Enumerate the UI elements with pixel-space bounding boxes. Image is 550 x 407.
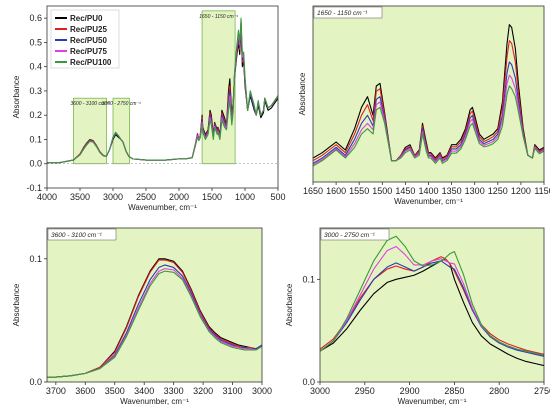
series-line-rec-pu100 <box>47 17 278 164</box>
y-tick-label: 0.1 <box>29 134 42 144</box>
series-line-rec-pu25 <box>313 40 544 162</box>
x-tick-label: 1000 <box>235 192 255 202</box>
legend-box <box>50 9 120 69</box>
region-label: 3000 - 2750 cm⁻¹ <box>102 101 141 107</box>
x-tick-label: 3000 <box>252 386 272 396</box>
x-tick-label: 3200 <box>193 386 213 396</box>
x-tick-label: 1400 <box>418 186 438 196</box>
x-tick-label: 3400 <box>134 386 154 396</box>
panel-zoom-fingerprint: 1650 1600 1550 1500 1450 1400 1350 1300 1250 1200… <box>298 5 550 206</box>
y-axis-label: Absorbance <box>298 72 307 115</box>
y-tick-label: 0.1 <box>29 254 42 264</box>
y-tick-label: 0.2 <box>29 110 42 120</box>
y-tick-label: 0.3 <box>29 86 42 96</box>
x-axis-label: Wavenumber, cm⁻¹ <box>120 397 189 406</box>
y-tick-label: 0.1 <box>302 274 315 284</box>
x-tick-label: 1250 <box>488 186 508 196</box>
x-tick-label: 2750 <box>534 386 550 396</box>
region-label: 1650 - 1150 cm⁻¹ <box>199 14 238 20</box>
x-tick-label: 1550 <box>349 186 369 196</box>
y-tick-label: 0.6 <box>29 13 42 23</box>
x-tick-label: 1200 <box>511 186 531 196</box>
panel-zoom-ch: 3000 2950 2900 2850 2800 2750 0.0 0.1 Wavenumber… <box>285 227 550 406</box>
x-tick-label: 1150 <box>534 186 550 196</box>
x-tick-label: 500 <box>270 192 285 202</box>
x-tick-label: 2500 <box>136 192 156 202</box>
y-tick-label: -0.1 <box>26 183 42 193</box>
plot-frame <box>46 227 263 383</box>
series-group <box>47 258 262 378</box>
x-tick-label: 1450 <box>395 186 415 196</box>
x-tick-label: 2000 <box>169 192 189 202</box>
x-tick-label: 1650 <box>303 186 323 196</box>
x-axis-label: Wavenumber, cm⁻¹ <box>128 203 197 212</box>
panel-title-box <box>47 228 117 241</box>
series-group <box>47 17 278 164</box>
panel-zoom-oh-nh: 3700 3600 3500 3400 3300 3200 3100 3000 0.0 0.1 Wa… <box>12 227 272 406</box>
x-tick-label: 3300 <box>164 386 184 396</box>
x-tick-label: 1500 <box>372 186 392 196</box>
y-tick-label: 0.0 <box>29 377 42 387</box>
y-tick-label: 0.0 <box>302 377 315 387</box>
region-label: 3600 - 3100 cm⁻¹ <box>70 101 109 107</box>
panel-title-box <box>320 228 390 241</box>
series-line-rec-pu25 <box>47 259 262 378</box>
x-axis-label: Wavenumber, cm⁻¹ <box>394 197 463 206</box>
legend-label: Rec/PU0 <box>70 14 103 23</box>
plot-frame <box>46 5 279 189</box>
series-line-rec-pu100 <box>320 235 544 356</box>
x-tick-label: 3000 <box>310 386 330 396</box>
x-tick-label: 1350 <box>442 186 462 196</box>
x-tick-label: 1300 <box>465 186 485 196</box>
series-line-rec-pu100 <box>47 270 262 378</box>
x-tick-label: 2800 <box>489 386 509 396</box>
x-tick-label: 1500 <box>202 192 222 202</box>
y-axis-label: Absorbance <box>285 283 294 326</box>
shaded-background <box>47 228 262 382</box>
x-tick-label: 3600 <box>75 386 95 396</box>
x-tick-label: 1600 <box>326 186 346 196</box>
x-axis-label: Wavenumber, cm⁻¹ <box>398 397 467 406</box>
y-tick-label: 0.0 <box>29 159 42 169</box>
region-box <box>112 97 130 165</box>
series-line-rec-pu75 <box>313 74 544 165</box>
x-tick-label: 3700 <box>46 386 66 396</box>
legend: Rec/PU0 Rec/PU25 Rec/PU50 Rec/PU75 Rec/PU100 <box>50 9 120 69</box>
legend-label: Rec/PU50 <box>70 36 107 45</box>
x-tick-label: 2950 <box>355 386 375 396</box>
x-tick-label: 3000 <box>103 192 123 202</box>
panel-title: 1650 - 1150 cm⁻¹ <box>317 10 368 17</box>
legend-label: Rec/PU75 <box>70 47 107 56</box>
x-tick-label: 3500 <box>70 192 90 202</box>
x-tick-label: 3500 <box>105 386 125 396</box>
x-tick-label: 2900 <box>400 386 420 396</box>
x-tick-label: 2850 <box>444 386 464 396</box>
panel-title: 3600 - 3100 cm⁻¹ <box>51 232 103 239</box>
y-tick-label: 0.5 <box>29 37 42 47</box>
series-line-rec-pu100 <box>313 85 544 167</box>
legend-label: Rec/PU25 <box>70 25 107 34</box>
y-tick-label: 0.4 <box>29 62 42 72</box>
plot-frame <box>319 227 545 383</box>
y-axis-label: Absorbance <box>12 75 21 118</box>
y-axis-label: Absorbance <box>12 283 21 326</box>
x-tick-label: 3100 <box>223 386 243 396</box>
legend-label: Rec/PU100 <box>70 58 112 67</box>
series-group <box>313 24 544 167</box>
x-tick-label: 4000 <box>37 192 57 202</box>
series-group <box>320 235 544 367</box>
panel-title: 3000 - 2750 cm⁻¹ <box>324 232 376 239</box>
series-line-rec-pu50 <box>320 260 544 357</box>
panel-title-box <box>313 6 383 19</box>
